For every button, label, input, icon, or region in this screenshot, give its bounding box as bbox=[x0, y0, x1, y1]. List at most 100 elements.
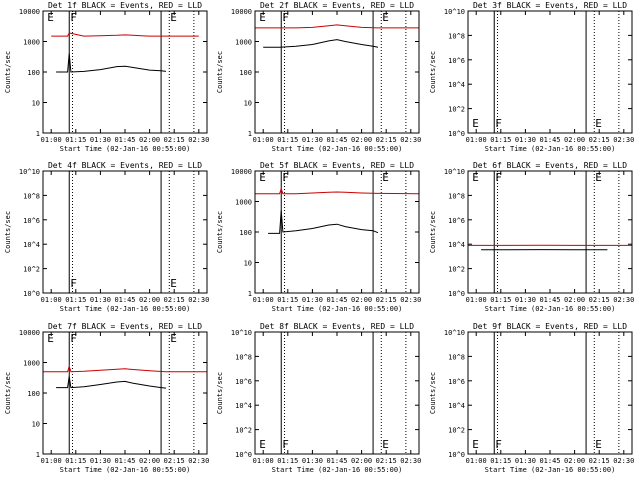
x-tick-label: 01:45 bbox=[326, 136, 347, 144]
x-tick-label: 02:30 bbox=[613, 457, 634, 465]
x-tick-label: 01:00 bbox=[466, 296, 487, 304]
x-axis-title: Start Time (02-Jan-16 00:55:00) bbox=[60, 466, 191, 474]
plot-frame bbox=[467, 10, 633, 134]
y-tick-label: 10^6 bbox=[448, 378, 465, 386]
x-tick-label: 02:15 bbox=[376, 296, 397, 304]
plot-frame bbox=[254, 331, 420, 455]
marker-label-e: E bbox=[259, 11, 266, 24]
marker-label-e: E bbox=[595, 438, 602, 451]
marker-label-f: F bbox=[282, 11, 289, 24]
marker-label-e: E bbox=[170, 277, 177, 290]
x-tick-label: 01:30 bbox=[515, 457, 536, 465]
y-tick-label: 100 bbox=[27, 390, 40, 398]
x-tick-label: 01:45 bbox=[114, 457, 135, 465]
y-tick-label: 10^0 bbox=[448, 290, 465, 298]
x-tick-label: 02:00 bbox=[351, 457, 372, 465]
x-tick-label: 01:30 bbox=[515, 136, 536, 144]
x-tick-label: 02:00 bbox=[564, 136, 585, 144]
marker-label-e: E bbox=[472, 438, 479, 451]
marker-label-e: E bbox=[47, 332, 54, 345]
x-tick-label: 01:00 bbox=[41, 457, 62, 465]
x-tick-label: 01:30 bbox=[90, 296, 111, 304]
y-axis-title: Counts/sec bbox=[216, 211, 224, 253]
x-axis-title: Start Time (02-Jan-16 00:55:00) bbox=[272, 466, 403, 474]
events-series-line bbox=[263, 39, 379, 48]
marker-label-e: E bbox=[259, 171, 266, 184]
lld-series-line bbox=[51, 32, 199, 37]
detector-panel-3: Det 3f BLACK = Events, RED = LLD E F E 10^0 1… bbox=[429, 1, 634, 153]
y-tick-label: 1 bbox=[248, 130, 252, 138]
x-tick-label: 01:00 bbox=[466, 457, 487, 465]
x-axis-title: Start Time (02-Jan-16 00:55:00) bbox=[272, 305, 403, 313]
x-tick-label: 01:45 bbox=[326, 296, 347, 304]
x-tick-label: 02:30 bbox=[188, 457, 209, 465]
events-series-line bbox=[56, 53, 167, 73]
marker-label-f: F bbox=[495, 438, 502, 451]
x-tick-label: 01:30 bbox=[515, 296, 536, 304]
y-tick-label: 10^4 bbox=[448, 81, 465, 89]
y-tick-label: 10^6 bbox=[448, 217, 465, 225]
y-tick-label: 1000 bbox=[23, 360, 40, 368]
marker-label-e: E bbox=[382, 11, 389, 24]
x-tick-label: 02:30 bbox=[400, 136, 421, 144]
marker-label-f: F bbox=[70, 277, 77, 290]
plot-frame bbox=[42, 170, 208, 294]
marker-label-f: F bbox=[495, 117, 502, 130]
x-tick-label: 02:30 bbox=[188, 296, 209, 304]
y-tick-label: 10^0 bbox=[448, 130, 465, 138]
y-tick-label: 1000 bbox=[23, 39, 40, 47]
x-tick-label: 01:00 bbox=[41, 136, 62, 144]
x-tick-label: 01:45 bbox=[539, 136, 560, 144]
y-tick-label: 10 bbox=[32, 421, 40, 429]
panel-title: Det 4f BLACK = Events, RED = LLD bbox=[48, 161, 202, 170]
x-tick-label: 02:15 bbox=[589, 457, 610, 465]
marker-label-f: F bbox=[282, 171, 289, 184]
panel-title: Det 5f BLACK = Events, RED = LLD bbox=[260, 161, 414, 170]
x-tick-label: 02:00 bbox=[139, 136, 160, 144]
y-tick-label: 10^8 bbox=[448, 353, 465, 361]
panel-title: Det 3f BLACK = Events, RED = LLD bbox=[473, 1, 627, 10]
y-tick-label: 10^8 bbox=[23, 192, 40, 200]
x-tick-label: 01:45 bbox=[114, 296, 135, 304]
y-tick-label: 10^6 bbox=[235, 378, 252, 386]
x-tick-label: 02:00 bbox=[351, 136, 372, 144]
x-tick-label: 01:30 bbox=[90, 136, 111, 144]
y-tick-label: 10^10 bbox=[19, 168, 40, 176]
x-tick-label: 01:00 bbox=[253, 457, 274, 465]
y-tick-label: 10 bbox=[244, 100, 252, 108]
x-tick-label: 01:15 bbox=[490, 457, 511, 465]
x-tick-label: 01:15 bbox=[277, 136, 298, 144]
y-axis-title: Counts/sec bbox=[429, 51, 437, 93]
marker-label-f: F bbox=[495, 171, 502, 184]
marker-label-e: E bbox=[595, 117, 602, 130]
y-tick-label: 10^8 bbox=[448, 192, 465, 200]
plot-frame bbox=[467, 170, 633, 294]
x-tick-label: 01:15 bbox=[277, 296, 298, 304]
marker-label-e: E bbox=[595, 171, 602, 184]
x-tick-label: 02:30 bbox=[613, 296, 634, 304]
y-tick-label: 1000 bbox=[235, 199, 252, 207]
x-tick-label: 01:30 bbox=[302, 136, 323, 144]
y-tick-label: 1 bbox=[36, 451, 40, 459]
marker-label-e: E bbox=[170, 332, 177, 345]
x-tick-label: 01:30 bbox=[302, 296, 323, 304]
y-tick-label: 10^4 bbox=[23, 241, 40, 249]
y-axis-title: Counts/sec bbox=[429, 372, 437, 414]
marker-label-e: E bbox=[472, 171, 479, 184]
x-tick-label: 01:15 bbox=[65, 296, 86, 304]
y-tick-label: 1 bbox=[248, 290, 252, 298]
y-tick-label: 10000 bbox=[19, 329, 40, 337]
y-axis-title: Counts/sec bbox=[216, 51, 224, 93]
marker-label-f: F bbox=[70, 332, 77, 345]
x-tick-label: 02:30 bbox=[613, 136, 634, 144]
x-tick-label: 01:30 bbox=[302, 457, 323, 465]
lld-series-line bbox=[255, 187, 420, 195]
plot-frame bbox=[42, 331, 208, 455]
x-tick-label: 01:45 bbox=[539, 296, 560, 304]
y-tick-label: 10^2 bbox=[23, 266, 40, 274]
detector-panel-8: Det 8f BLACK = Events, RED = LLD E F E 10^0 1… bbox=[216, 322, 421, 474]
y-tick-label: 100 bbox=[27, 69, 40, 77]
